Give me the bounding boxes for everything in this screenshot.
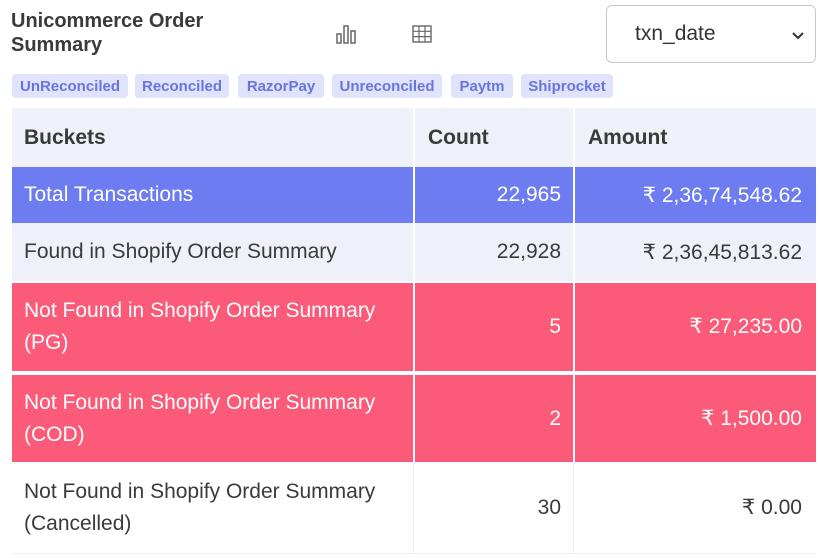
table-row[interactable]: Found in Shopify Order Summary 22,928 ₹ …: [12, 223, 816, 281]
header-buckets: Buckets: [24, 125, 106, 149]
table-header-row: Buckets Count Amount: [12, 108, 816, 167]
count-cell: 30: [413, 462, 573, 553]
tag-paytm[interactable]: Paytm: [451, 74, 513, 98]
bar-chart-icon[interactable]: [332, 20, 360, 48]
table-row[interactable]: Total Transactions 22,965 ₹ 2,36,74,548.…: [12, 167, 816, 223]
tag-razorpay[interactable]: RazorPay: [238, 74, 324, 98]
bucket-cell: Not Found in Shopify Order Summary (PG): [24, 299, 376, 354]
table-row[interactable]: Not Found in Shopify Order Summary (Canc…: [12, 462, 816, 554]
count-cell: 22,928: [413, 223, 573, 281]
table-grid-icon[interactable]: [408, 20, 436, 48]
count-cell: 2: [413, 375, 573, 462]
date-field-select-value: txn_date: [635, 22, 716, 45]
count-cell: 5: [413, 283, 573, 371]
tag-reconciled[interactable]: Reconciled: [135, 74, 229, 98]
bucket-cell: Not Found in Shopify Order Summary (COD): [24, 390, 376, 446]
tag-unreconciled[interactable]: UnReconciled: [12, 74, 128, 98]
tag-shiprocket[interactable]: Shiprocket: [521, 74, 613, 98]
widget-title: Unicommerce Order Summary: [11, 10, 204, 56]
bucket-cell: Not Found in Shopify Order Summary (Canc…: [24, 479, 376, 535]
amount-cell: ₹ 1,500.00: [573, 375, 816, 462]
widget-header: Unicommerce Order Summary txn_date: [0, 0, 820, 70]
table-row[interactable]: Not Found in Shopify Order Summary (PG) …: [12, 281, 816, 371]
bucket-cell: Total Transactions: [24, 183, 194, 206]
date-field-select[interactable]: txn_date: [606, 5, 816, 63]
header-count: Count: [413, 108, 573, 167]
chevron-down-icon: [791, 28, 805, 46]
count-cell: 22,965: [413, 167, 573, 223]
tag-unreconciled-2[interactable]: Unreconciled: [332, 74, 442, 98]
header-amount: Amount: [573, 108, 816, 167]
amount-cell: ₹ 27,235.00: [573, 283, 816, 371]
amount-cell: ₹ 0.00: [573, 462, 816, 553]
table-row[interactable]: Not Found in Shopify Order Summary (COD)…: [12, 373, 816, 462]
amount-cell: ₹ 2,36,74,548.62: [573, 167, 816, 223]
amount-cell: ₹ 2,36,45,813.62: [573, 223, 816, 281]
bucket-cell: Found in Shopify Order Summary: [24, 240, 337, 263]
